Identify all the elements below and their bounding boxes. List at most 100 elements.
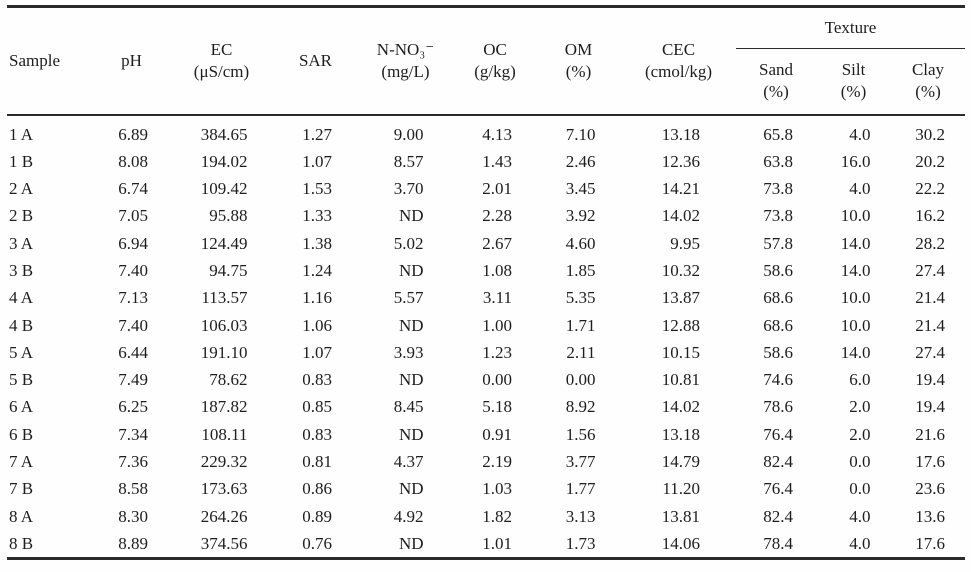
table-cell: 13.87 <box>661 288 700 308</box>
table-cell: 21.4 <box>915 288 946 308</box>
table-cell: 4.13 <box>482 124 512 144</box>
table-cell: 1.53 <box>302 179 332 199</box>
table-cell: 14.79 <box>661 452 700 472</box>
table-cell: 1.03 <box>482 479 512 499</box>
table-cell: 58.6 <box>763 260 793 280</box>
table-cell: 4.0 <box>849 533 871 553</box>
table-cell: 82.4 <box>763 506 793 526</box>
table-cell: 14.06 <box>661 533 700 553</box>
column-header-silt: Silt (%) <box>816 49 891 115</box>
table-cell: 1.38 <box>302 233 332 253</box>
table-cell: 8.30 <box>118 506 148 526</box>
table-cell: 12.88 <box>661 315 700 335</box>
column-label: pH <box>121 50 142 70</box>
table-cell: 23.6 <box>915 479 946 499</box>
table-cell: 5.57 <box>393 288 424 308</box>
table-cell: 7.10 <box>565 124 596 144</box>
table-cell: 22.2 <box>915 179 946 199</box>
table-cell: 113.57 <box>201 288 248 308</box>
table-row: 1 B 8.08 194.02 1.07 8.57 1.43 2.46 12.36 63.8 16… <box>7 148 965 175</box>
table-cell: 8.45 <box>393 397 424 417</box>
column-label: Clay <box>911 60 945 80</box>
cell-sample-id: 8 B <box>9 533 34 553</box>
table-cell: 8.57 <box>393 151 424 171</box>
table-cell: 14.0 <box>840 342 871 362</box>
table-cell: ND <box>398 479 424 499</box>
table-cell: 10.0 <box>840 315 871 335</box>
table-cell: 124.49 <box>200 233 248 253</box>
table-cell: 1.07 <box>302 151 332 171</box>
table-cell: 16.2 <box>915 206 946 226</box>
table-cell: 4.92 <box>393 506 424 526</box>
table-cell: 106.03 <box>200 315 248 335</box>
table-cell: 7.34 <box>118 424 148 444</box>
cell-sample-id: 3 A <box>9 233 34 253</box>
table-cell: 14.02 <box>661 397 700 417</box>
column-group-label: Texture <box>824 18 877 37</box>
table-cell: 3.92 <box>565 206 596 226</box>
table-cell: 1.23 <box>482 342 512 362</box>
table-cell: 76.4 <box>763 424 793 444</box>
table-cell: 73.8 <box>763 179 793 199</box>
table-cell: 6.74 <box>118 179 148 199</box>
table-cell: 13.81 <box>661 506 700 526</box>
column-header-sand: Sand (%) <box>736 49 816 115</box>
column-header-sar: SAR <box>274 7 357 115</box>
table-cell: 173.63 <box>200 479 248 499</box>
table-cell: 0.0 <box>849 452 871 472</box>
column-header-clay: Clay (%) <box>891 49 965 115</box>
table-cell: 6.0 <box>849 370 871 390</box>
table-cell: 17.6 <box>915 452 946 472</box>
table-cell: 2.46 <box>565 151 596 171</box>
table-cell: 1.06 <box>302 315 332 335</box>
table-row: 4 B 7.40 106.03 1.06 ND 1.00 1.71 12.88 68.6 10.0… <box>7 312 965 339</box>
cell-sample-id: 2 A <box>9 179 34 199</box>
table-cell: 3.45 <box>565 179 596 199</box>
table-cell: 6.25 <box>118 397 148 417</box>
table-row: 3 A 6.94 124.49 1.38 5.02 2.67 4.60 9.95 57.8 14.… <box>7 230 965 257</box>
table-cell: 191.10 <box>200 342 248 362</box>
column-label: SAR <box>298 50 333 70</box>
table-cell: 2.11 <box>566 342 596 362</box>
table-cell: 5.02 <box>393 233 424 253</box>
cell-sample-id: 7 B <box>9 479 34 499</box>
table-cell: 7.49 <box>118 370 148 390</box>
table-cell: 5.35 <box>565 288 596 308</box>
table-cell: 3.77 <box>565 452 596 472</box>
table-cell: 0.91 <box>482 424 512 444</box>
table-cell: 27.4 <box>915 342 946 362</box>
table-cell: 1.00 <box>482 315 512 335</box>
column-header-n-no3: N-NO₃⁻ (mg/L) <box>357 7 454 115</box>
column-group-texture: Texture <box>736 6 966 49</box>
table-cell: 30.2 <box>915 124 946 144</box>
table-cell: 78.4 <box>763 533 793 553</box>
table-cell: 58.6 <box>763 342 793 362</box>
table-cell: 13.18 <box>661 124 700 144</box>
table-cell: 1.07 <box>302 342 332 362</box>
cell-sample-id: 6 A <box>9 397 34 417</box>
table-cell: 0.83 <box>302 424 332 444</box>
table-row: 4 A 7.13 113.57 1.16 5.57 3.11 5.35 13.87 68.6 10… <box>7 284 965 311</box>
table-cell: 63.8 <box>763 151 793 171</box>
table-cell: 82.4 <box>763 452 793 472</box>
table-cell: 0.85 <box>302 397 332 417</box>
table-cell: 108.11 <box>201 424 248 444</box>
table-cell: 13.6 <box>915 506 946 526</box>
table-cell: 57.8 <box>763 233 793 253</box>
table-cell: 6.44 <box>118 342 148 362</box>
table-cell: 3.11 <box>482 288 512 308</box>
column-unit: (μS/cm) <box>193 61 250 81</box>
cell-sample-id: 8 A <box>9 506 34 526</box>
table-cell: 1.43 <box>482 151 512 171</box>
table-cell: 3.70 <box>393 179 424 199</box>
table-cell: 14.0 <box>840 260 871 280</box>
table-cell: 78.6 <box>763 397 793 417</box>
column-unit: (%) <box>763 82 789 102</box>
table-cell: 1.01 <box>482 533 512 553</box>
table-row: 1 A 6.89 384.65 1.27 9.00 4.13 7.10 13.18 65.8 4.… <box>7 115 965 148</box>
table-row: 8 B 8.89 374.56 0.76 ND 1.01 1.73 14.06 78.4 4.0 1… <box>7 530 965 559</box>
cell-sample-id: 5 B <box>9 370 34 390</box>
table-cell: 16.0 <box>840 151 871 171</box>
table-cell: 8.58 <box>118 479 148 499</box>
